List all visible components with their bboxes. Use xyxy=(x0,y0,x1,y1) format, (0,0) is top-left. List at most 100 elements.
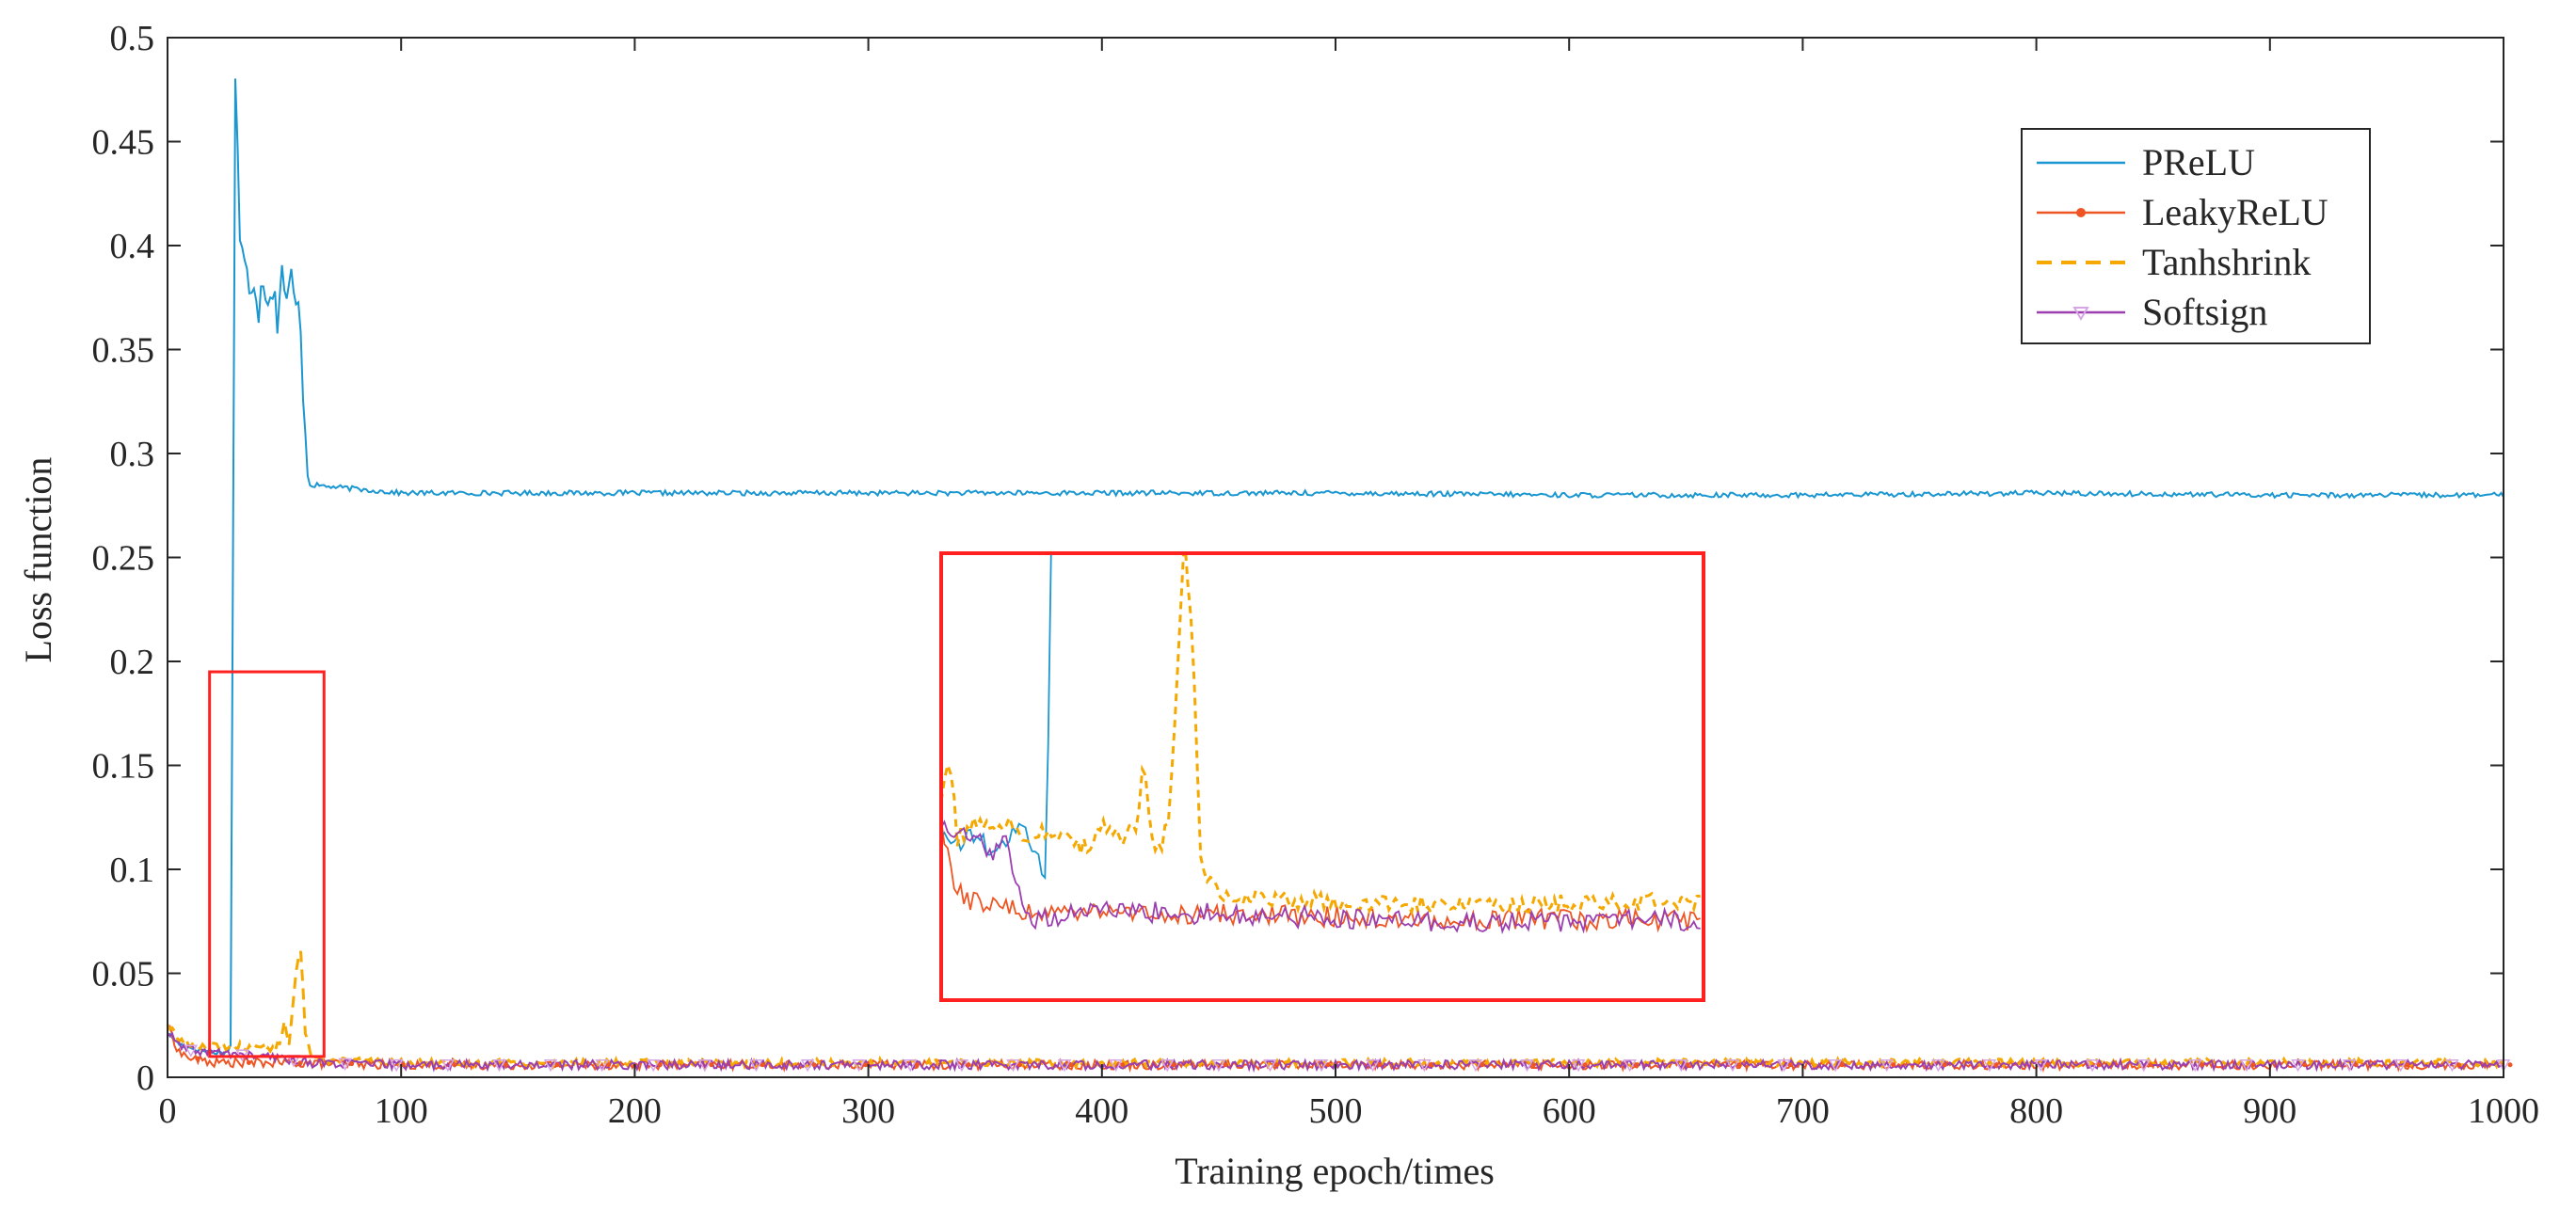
series-marker-leakyrelu xyxy=(2148,1062,2153,1068)
series-marker-softsign xyxy=(1931,1058,1945,1073)
y-tick-label: 0.45 xyxy=(92,123,155,163)
series-marker-leakyrelu xyxy=(914,1062,920,1068)
series-marker-leakyrelu xyxy=(2405,1062,2410,1068)
series-marker-softsign xyxy=(2393,1058,2408,1073)
series-marker-leakyrelu xyxy=(966,1062,971,1068)
series-marker-leakyrelu xyxy=(554,1062,560,1068)
series-marker-softsign xyxy=(543,1058,558,1073)
series-marker-leakyrelu xyxy=(349,1061,355,1067)
inset-box xyxy=(939,551,1705,1002)
legend: PReLU LeakyReLU Tanhshrink Softsign xyxy=(2021,128,2371,344)
series-marker-softsign xyxy=(1417,1058,1432,1073)
series-marker-softsign xyxy=(2085,1058,2100,1073)
series-marker-softsign xyxy=(1211,1058,1226,1073)
series-marker-softsign xyxy=(1263,1058,1277,1073)
series-marker-softsign xyxy=(1571,1058,1586,1073)
series-marker-softsign xyxy=(2239,1058,2254,1073)
x-tick-label: 600 xyxy=(1543,1091,1596,1131)
series-marker-leakyrelu xyxy=(2507,1062,2513,1068)
x-axis-label: Training epoch/times xyxy=(1175,1150,1495,1192)
series-marker-leakyrelu xyxy=(1274,1062,1280,1068)
series-marker-leakyrelu xyxy=(2456,1062,2461,1068)
inset-series-layer xyxy=(943,555,1701,935)
series-marker-leakyrelu xyxy=(2250,1062,2256,1068)
series-marker-softsign xyxy=(1725,1058,1740,1073)
series-marker-leakyrelu xyxy=(1480,1062,1485,1068)
series-marker-softsign xyxy=(749,1058,763,1073)
x-tick-label: 300 xyxy=(841,1091,895,1131)
series-marker-leakyrelu xyxy=(195,1056,200,1061)
x-tick-label: 700 xyxy=(1776,1091,1830,1131)
series-marker-softsign xyxy=(338,1058,352,1071)
inset-series-line-softsign xyxy=(943,819,1701,935)
legend-label-softsign: Softsign xyxy=(2142,291,2267,333)
x-tick-label: 400 xyxy=(1075,1091,1128,1131)
legend-label-leakyrelu: LeakyReLU xyxy=(2142,191,2328,233)
series-marker-softsign xyxy=(2136,1058,2152,1073)
zoom-region-box xyxy=(208,670,326,1058)
series-marker-leakyrelu xyxy=(297,1060,303,1066)
axes-layer: 0 100 200 300 400 500 600 700 800 900 1000 0 0.05 0.1… xyxy=(92,19,2540,1131)
legend-label-prelu: PReLU xyxy=(2142,141,2255,183)
x-tick-label: 800 xyxy=(2009,1091,2063,1131)
series-marker-softsign xyxy=(1674,1058,1688,1073)
series-marker-softsign xyxy=(2445,1058,2459,1073)
y-tick-label: 0 xyxy=(136,1058,154,1098)
series-marker-leakyrelu xyxy=(2045,1062,2051,1068)
series-marker-leakyrelu xyxy=(1788,1062,1794,1068)
series-marker-softsign xyxy=(697,1058,712,1073)
series-marker-leakyrelu xyxy=(657,1062,663,1068)
series-marker-leakyrelu xyxy=(1016,1062,1022,1068)
series-marker-leakyrelu xyxy=(1993,1062,1999,1068)
series-marker-leakyrelu xyxy=(2199,1062,2204,1068)
x-tick-label: 100 xyxy=(375,1091,428,1131)
series-marker-softsign xyxy=(1982,1058,1997,1073)
x-tick-label: 900 xyxy=(2243,1091,2296,1131)
series-marker-softsign xyxy=(1109,1058,1123,1073)
series-marker-softsign xyxy=(904,1058,918,1073)
y-tick-label: 0.25 xyxy=(92,539,155,579)
series-marker-softsign xyxy=(800,1058,815,1073)
series-marker-softsign xyxy=(1828,1058,1843,1073)
series-marker-softsign xyxy=(954,1058,969,1073)
legend-box xyxy=(2021,128,2371,344)
series-marker-leakyrelu xyxy=(1839,1062,1845,1068)
series-marker-softsign xyxy=(595,1058,609,1073)
series-marker-leakyrelu xyxy=(2302,1062,2308,1068)
y-tick-label: 0.2 xyxy=(110,643,155,682)
series-marker-leakyrelu xyxy=(1685,1062,1690,1068)
series-marker-leakyrelu xyxy=(503,1062,508,1068)
series-marker-leakyrelu xyxy=(760,1062,765,1068)
series-marker-softsign xyxy=(2291,1058,2305,1073)
series-marker-softsign xyxy=(1880,1058,1895,1073)
series-marker-leakyrelu xyxy=(1531,1062,1537,1068)
series-marker-leakyrelu xyxy=(1068,1062,1074,1068)
series-marker-softsign xyxy=(1314,1058,1329,1073)
series-marker-softsign xyxy=(646,1058,661,1073)
x-tick-label: 500 xyxy=(1309,1091,1363,1131)
series-marker-leakyrelu xyxy=(1582,1062,1588,1068)
series-marker-leakyrelu xyxy=(1891,1062,1896,1068)
inset-series-line-prelu xyxy=(943,555,1052,881)
x-tick-label: 1000 xyxy=(2468,1091,2539,1131)
y-tick-label: 0.5 xyxy=(110,19,155,58)
series-marker-softsign xyxy=(1777,1058,1791,1073)
series-marker-softsign xyxy=(1160,1058,1175,1073)
series-marker-leakyrelu xyxy=(709,1062,714,1068)
legend-label-tanhshrink: Tanhshrink xyxy=(2142,241,2311,283)
series-marker-leakyrelu xyxy=(1120,1062,1126,1068)
y-tick-label: 0.35 xyxy=(92,331,155,371)
series-marker-softsign xyxy=(1366,1058,1380,1073)
series-marker-leakyrelu xyxy=(1171,1062,1176,1068)
series-marker-softsign xyxy=(440,1058,456,1073)
series-marker-softsign xyxy=(1057,1058,1072,1073)
annotation-layer xyxy=(208,551,1705,1058)
series-marker-leakyrelu xyxy=(246,1060,251,1066)
series-marker-leakyrelu xyxy=(606,1062,612,1068)
series-marker-softsign xyxy=(2188,1058,2202,1073)
series-marker-softsign xyxy=(852,1058,866,1073)
series-marker-softsign xyxy=(1520,1058,1534,1073)
y-axis-label: Loss function xyxy=(17,457,59,663)
inset-series-line-leakyrelu xyxy=(943,827,1701,933)
